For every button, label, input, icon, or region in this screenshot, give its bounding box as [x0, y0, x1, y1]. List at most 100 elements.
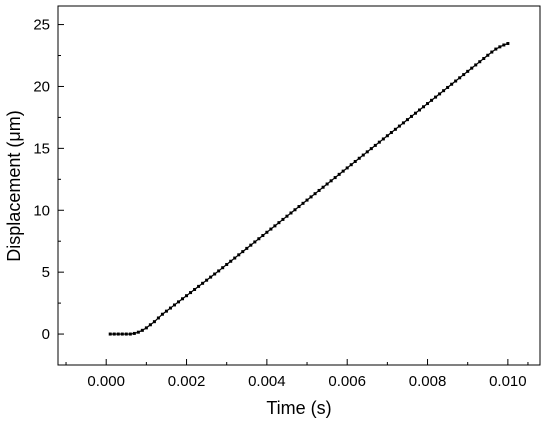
data-point: [172, 303, 176, 307]
y-tick-label: 10: [33, 202, 50, 219]
data-point: [277, 221, 281, 225]
data-point: [446, 85, 450, 89]
data-point: [193, 287, 197, 291]
data-point: [116, 332, 120, 336]
data-point: [241, 250, 245, 254]
data-point: [385, 134, 389, 138]
data-point: [357, 156, 361, 160]
data-point: [309, 195, 313, 199]
data-point: [470, 66, 474, 70]
data-point: [237, 253, 241, 257]
data-point: [297, 205, 301, 209]
data-point: [313, 192, 317, 196]
series-line: [110, 42, 509, 335]
data-point: [249, 243, 253, 247]
data-point: [281, 217, 285, 221]
data-point: [498, 45, 502, 49]
data-point: [466, 69, 470, 73]
data-point: [221, 266, 225, 270]
data-point: [305, 198, 309, 202]
y-tick-label: 20: [33, 78, 50, 95]
y-tick-label: 15: [33, 140, 50, 157]
data-point: [369, 147, 373, 151]
y-axis: 0 5 10 15 20 25: [33, 17, 64, 366]
data-point: [152, 320, 156, 324]
data-point: [140, 328, 144, 332]
data-point: [377, 140, 381, 144]
data-point: [168, 306, 172, 310]
data-point: [197, 284, 201, 288]
series-layer: [108, 42, 510, 336]
data-point: [185, 294, 189, 298]
data-point: [458, 76, 462, 80]
data-point: [337, 172, 341, 176]
data-point: [478, 60, 482, 64]
data-point: [229, 259, 233, 263]
data-point: [333, 176, 337, 180]
x-axis: 0.000 0.002 0.004 0.006 0.008 0.010: [65, 359, 529, 390]
x-axis-title: Time (s): [266, 398, 331, 418]
data-point: [112, 332, 116, 336]
data-point: [189, 291, 193, 295]
x-tick-label: 0.004: [248, 373, 286, 390]
y-tick-label: 0: [42, 326, 50, 343]
x-tick-label: 0.008: [409, 373, 447, 390]
data-point: [450, 82, 454, 86]
data-point: [474, 63, 478, 67]
data-point: [389, 131, 393, 135]
data-point: [120, 332, 124, 336]
data-point: [422, 105, 426, 109]
data-point: [136, 330, 140, 334]
data-point: [381, 137, 385, 141]
data-point: [148, 323, 152, 327]
data-point: [177, 300, 180, 304]
data-point: [217, 269, 221, 273]
data-point: [345, 166, 349, 170]
x-tick-label: 0.006: [328, 373, 366, 390]
data-point: [426, 102, 430, 106]
data-point: [486, 53, 490, 57]
data-point: [317, 188, 321, 192]
data-point: [506, 42, 510, 46]
data-point: [361, 153, 365, 157]
data-point: [430, 98, 434, 102]
data-point: [349, 163, 353, 167]
data-point: [502, 43, 506, 47]
data-point: [245, 246, 249, 250]
data-point: [213, 272, 217, 276]
data-point: [233, 256, 237, 260]
data-point: [144, 326, 148, 330]
data-point: [156, 316, 160, 320]
data-point: [253, 240, 257, 244]
data-point: [128, 332, 132, 336]
data-point: [181, 297, 185, 301]
data-point: [397, 124, 401, 128]
data-point: [265, 230, 269, 234]
data-point: [462, 73, 466, 77]
data-point: [261, 234, 265, 238]
data-point: [454, 79, 458, 83]
data-point: [393, 127, 397, 131]
data-point: [225, 262, 229, 266]
data-point: [341, 169, 345, 173]
data-point: [285, 214, 289, 218]
data-point: [413, 111, 417, 115]
y-tick-label: 5: [42, 264, 50, 281]
data-point: [325, 182, 329, 186]
data-point: [401, 121, 405, 125]
data-point: [373, 143, 377, 147]
data-point: [108, 332, 112, 336]
x-tick-label: 0.010: [489, 373, 527, 390]
data-point: [124, 332, 128, 336]
data-point: [321, 185, 325, 189]
data-point: [490, 50, 494, 54]
data-point: [201, 281, 205, 285]
x-tick-label: 0.002: [168, 373, 206, 390]
data-point: [164, 309, 168, 313]
data-point: [409, 114, 413, 118]
data-point: [289, 211, 293, 215]
data-point: [434, 95, 438, 99]
data-point: [293, 208, 297, 212]
data-point: [209, 275, 213, 279]
